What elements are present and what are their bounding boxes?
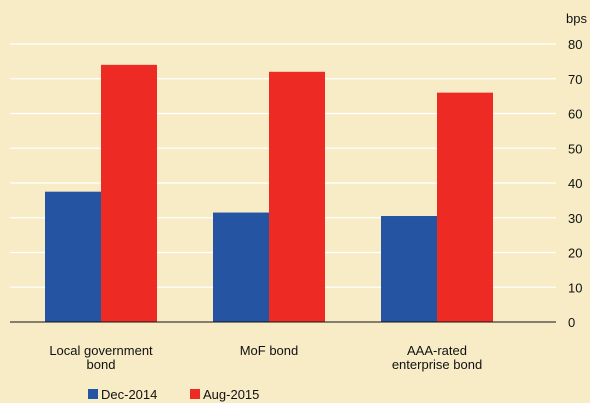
legend-label-aug-2015: Aug-2015	[203, 387, 259, 402]
legend: Dec-2014 Aug-2015	[88, 387, 259, 402]
y-tick-label-30: 30	[568, 211, 582, 226]
category-label-line: Local government	[49, 343, 153, 358]
y-tick-label-80: 80	[568, 37, 582, 52]
legend-swatch-aug-2015	[190, 389, 200, 399]
category-label-line: enterprise bond	[392, 357, 482, 372]
y-tick-label-10: 10	[568, 280, 582, 295]
category-label-line: bond	[87, 357, 116, 372]
category-label-line: MoF bond	[240, 343, 299, 358]
y-tick-label-40: 40	[568, 176, 582, 191]
category-label-line: AAA-rated	[407, 343, 467, 358]
bar-aug-2015-1	[269, 71, 325, 322]
category-label-0: Local government bond	[49, 343, 153, 372]
category-label-2: AAA-rated enterprise bond	[392, 343, 482, 372]
y-tick-label-70: 70	[568, 72, 582, 87]
bar-aug-2015-0	[101, 64, 157, 322]
y-tick-label-20: 20	[568, 246, 582, 261]
category-labels: Local government bond MoF bond AAA-rated ent…	[49, 343, 482, 372]
bar-dec-2014-1	[213, 212, 269, 322]
y-tick-label-50: 50	[568, 141, 582, 156]
legend-label-dec-2014: Dec-2014	[101, 387, 157, 402]
bar-dec-2014-2	[381, 216, 437, 322]
legend-swatch-dec-2014	[88, 389, 98, 399]
bar-aug-2015-2	[437, 92, 493, 323]
y-tick-label-0: 0	[568, 315, 575, 330]
category-label-1: MoF bond	[240, 343, 299, 358]
bars	[45, 64, 493, 323]
y-tick-label-60: 60	[568, 107, 582, 122]
y-axis-unit-label: bps	[566, 11, 587, 26]
bar-dec-2014-0	[45, 191, 101, 322]
y-axis-tick-labels: 0 10 20 30 40 50 60 70 80	[568, 37, 582, 330]
